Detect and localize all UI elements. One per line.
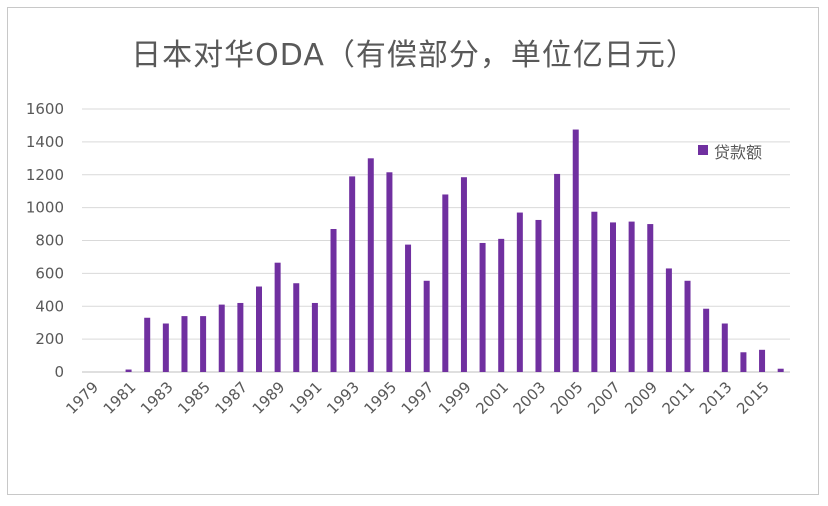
- bar-1982: [144, 317, 151, 372]
- bar-2016: [777, 368, 784, 372]
- x-tick-label: 1995: [361, 378, 401, 418]
- y-tick-label: 200: [35, 330, 64, 348]
- bar-2013: [721, 323, 728, 372]
- x-tick-label: 1985: [174, 378, 214, 418]
- bar-1986: [218, 304, 225, 372]
- bar-2012: [703, 308, 710, 372]
- chart-title: 日本对华ODA（有偿部分，单位亿日元）: [131, 38, 697, 73]
- x-tick-label: 2015: [733, 378, 773, 418]
- y-tick-label: 400: [35, 297, 64, 315]
- x-tick-label: 1979: [62, 378, 102, 418]
- x-tick-label: 2009: [621, 378, 661, 418]
- bar-2004: [554, 173, 561, 372]
- bar-2000: [479, 242, 486, 372]
- bar-1987: [237, 302, 244, 372]
- bar-2010: [665, 268, 672, 372]
- bar-1998: [442, 194, 449, 372]
- bar-2005: [572, 129, 579, 372]
- bar-1989: [274, 262, 281, 372]
- legend-swatch: [698, 145, 708, 155]
- bar-2003: [535, 219, 542, 372]
- x-tick-label: 2011: [659, 378, 699, 418]
- x-tick-label: 1999: [435, 378, 475, 418]
- bar-2002: [516, 212, 523, 372]
- chart-frame: [7, 7, 819, 495]
- bar-1992: [330, 228, 337, 372]
- bar-1994: [367, 158, 374, 372]
- y-tick-label: 800: [35, 232, 64, 250]
- bars: [125, 129, 784, 372]
- bar-1993: [349, 176, 356, 372]
- bar-2001: [498, 238, 505, 372]
- bar-1990: [293, 283, 300, 372]
- legend: 贷款额: [698, 143, 762, 162]
- y-tick-label: 600: [35, 264, 64, 282]
- bar-2008: [628, 221, 635, 372]
- bar-1988: [256, 286, 262, 372]
- x-tick-label: 1983: [137, 378, 177, 418]
- bar-2007: [610, 222, 616, 372]
- y-tick-label: 1200: [26, 166, 64, 184]
- bar-1991: [311, 302, 318, 372]
- y-tick-label: 0: [54, 363, 64, 381]
- x-tick-label: 1981: [100, 378, 140, 418]
- bar-1996: [405, 244, 412, 372]
- y-tick-label: 1400: [26, 133, 64, 151]
- y-axis-ticks: 0 200 400 600 800 1000 1200 1400 1600: [26, 100, 64, 381]
- x-tick-label: 2003: [510, 378, 550, 418]
- x-tick-label: 2013: [696, 378, 736, 418]
- gridlines: [82, 108, 790, 373]
- bar-2015: [759, 349, 766, 372]
- bar-1983: [162, 323, 169, 372]
- bar-1999: [460, 177, 467, 372]
- x-tick-label: 1997: [398, 378, 438, 418]
- x-tick-label: 1989: [249, 378, 289, 418]
- y-tick-label: 1000: [26, 199, 64, 217]
- bar-1997: [423, 280, 430, 372]
- x-tick-label: 1987: [211, 378, 251, 418]
- x-tick-label: 2001: [472, 378, 512, 418]
- x-axis-ticks: 1979198119831985198719891991199319951997…: [62, 378, 772, 418]
- x-tick-label: 2007: [584, 378, 624, 418]
- x-tick-label: 1991: [286, 378, 326, 418]
- x-tick-label: 2005: [547, 378, 587, 418]
- bar-1981: [125, 369, 132, 372]
- bar-1985: [200, 316, 207, 372]
- y-tick-label: 1600: [26, 100, 64, 118]
- bar-2014: [740, 352, 747, 372]
- bar-2011: [684, 280, 691, 372]
- bar-2009: [647, 224, 654, 372]
- bar-2006: [591, 211, 598, 372]
- bar-1995: [386, 172, 393, 372]
- legend-label: 贷款额: [714, 143, 762, 162]
- x-tick-label: 1993: [323, 378, 363, 418]
- bar-1984: [181, 316, 188, 372]
